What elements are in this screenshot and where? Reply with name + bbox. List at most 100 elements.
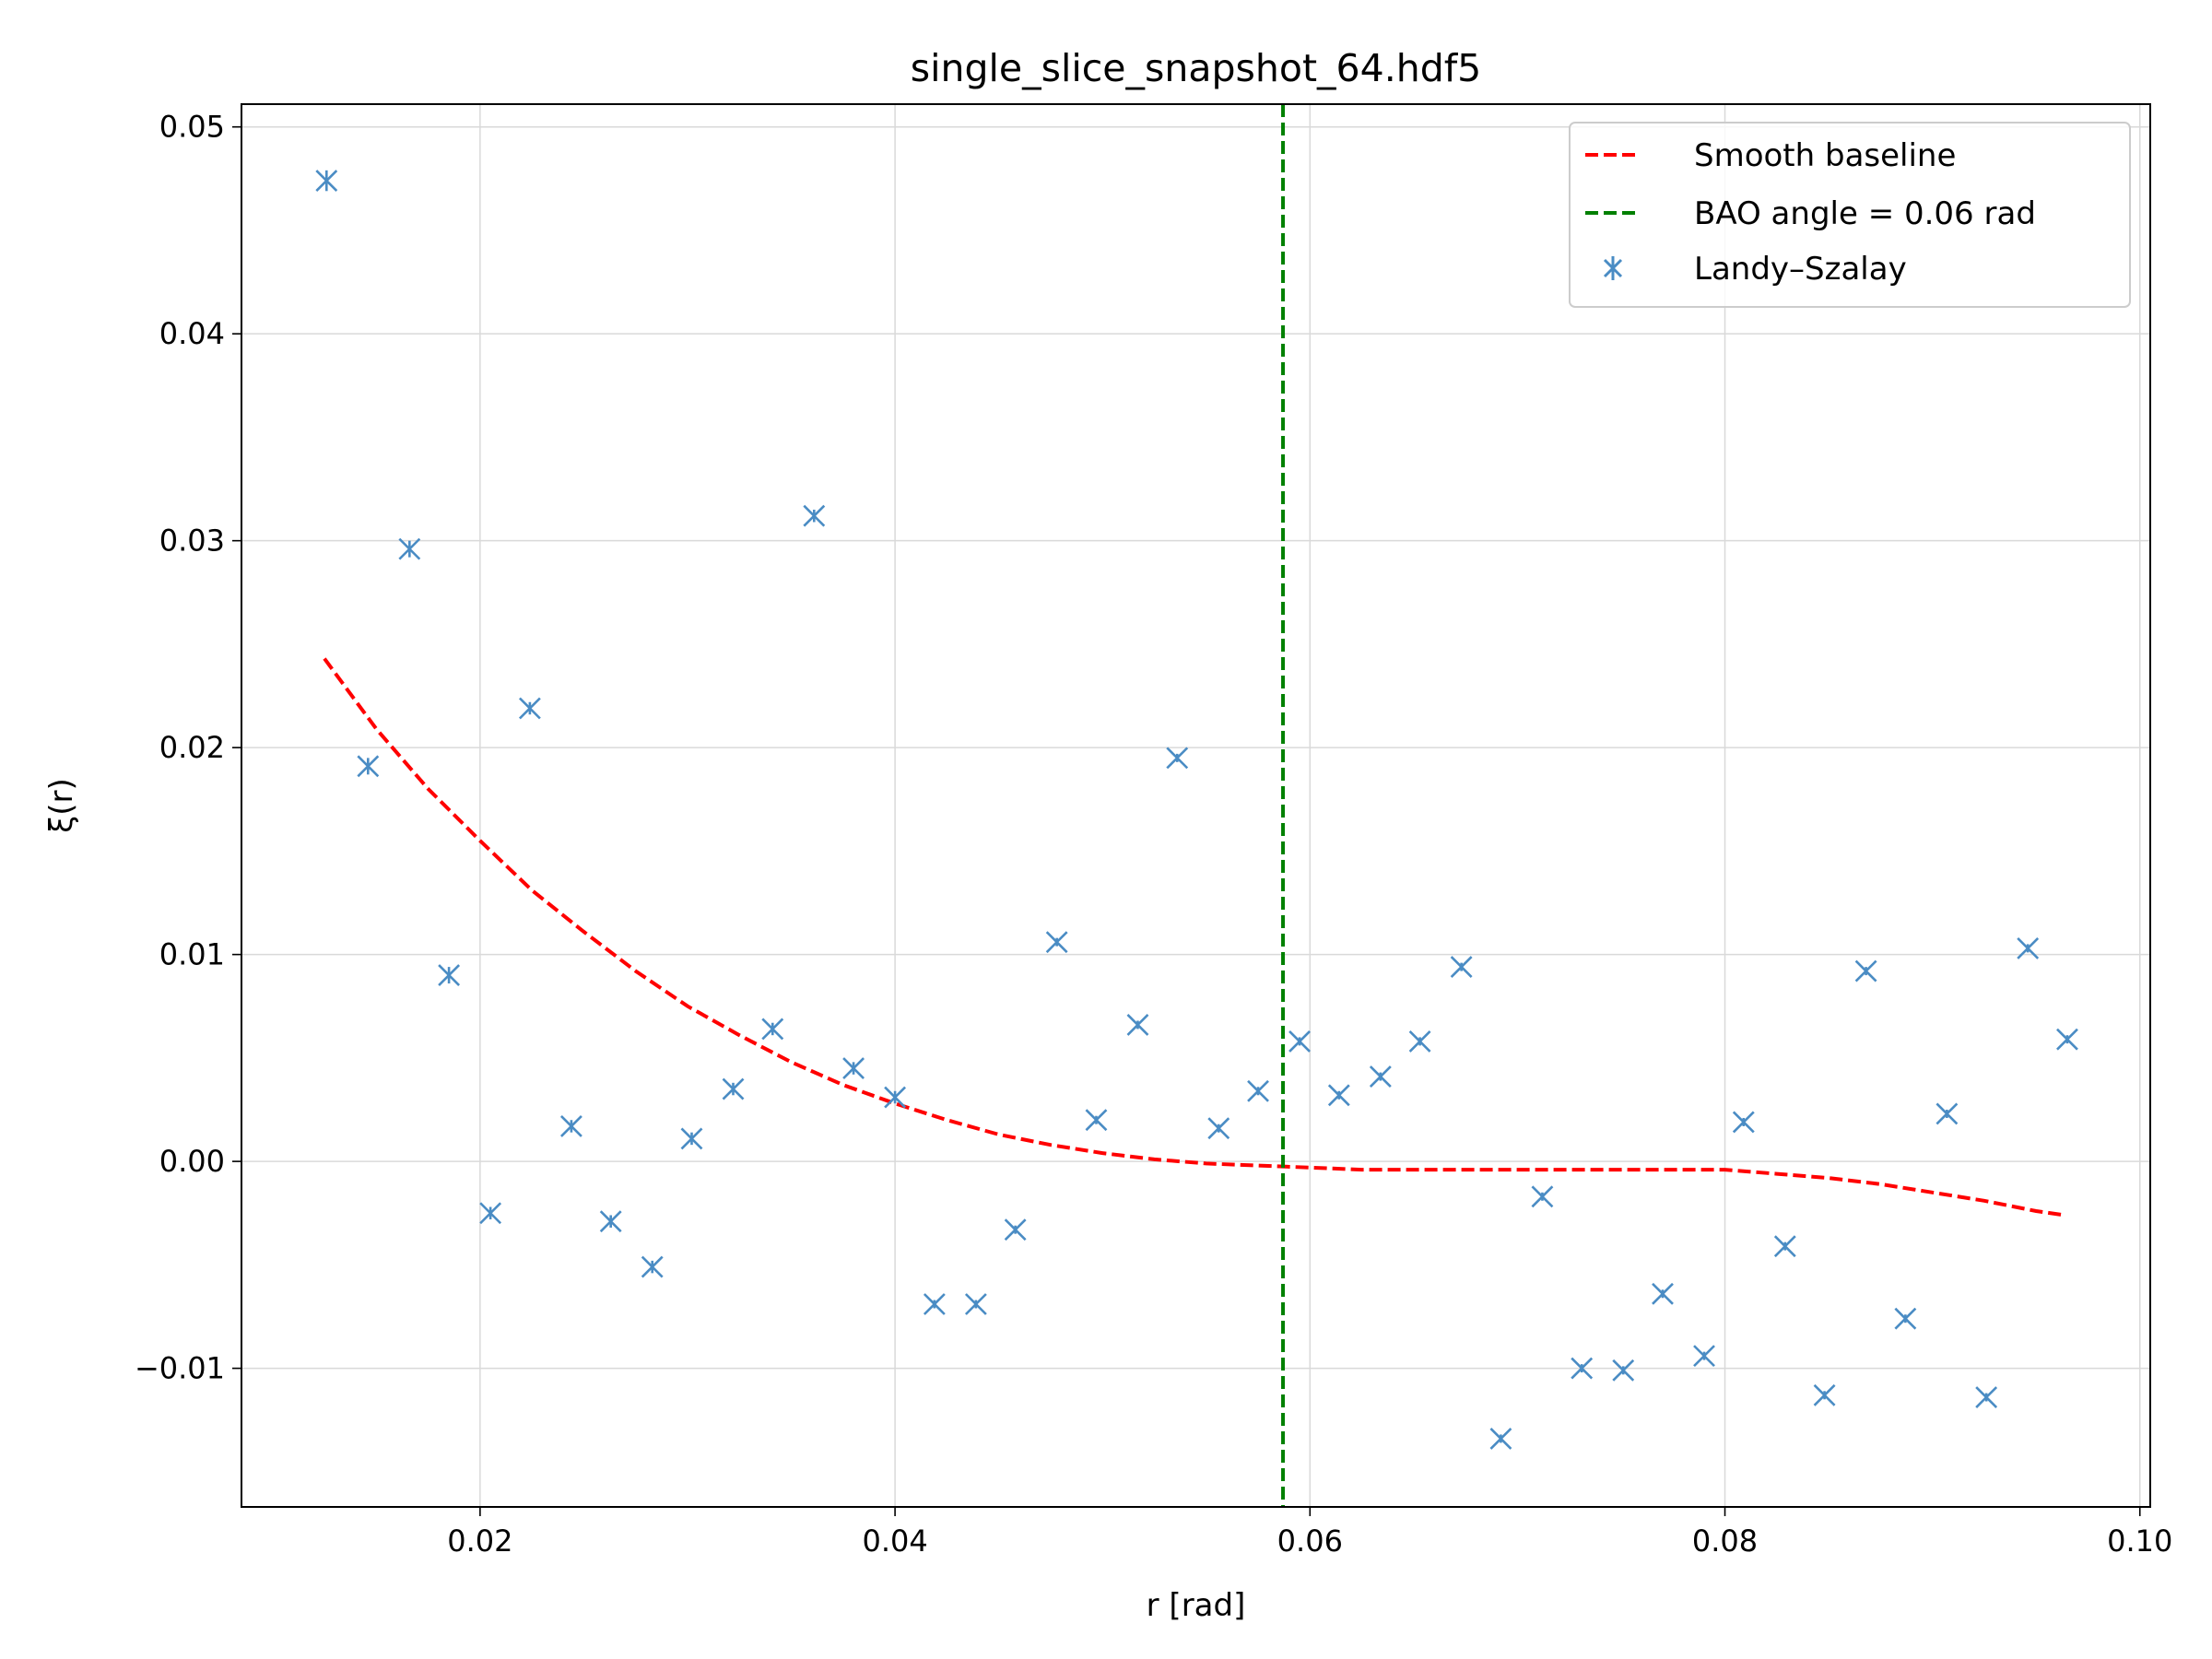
landy-szalay-marker-stroke [1652, 1282, 1674, 1305]
legend-box [1569, 122, 2131, 308]
landy-szalay-point [842, 1057, 865, 1080]
landy-szalay-point [1693, 1345, 1715, 1368]
landy-szalay-point [2017, 936, 2040, 959]
x-tick-label: 0.06 [1277, 1524, 1343, 1559]
landy-szalay-point [518, 697, 541, 720]
landy-szalay-point [1085, 1109, 1108, 1132]
grid [241, 104, 2150, 1507]
landy-szalay-marker-stroke [315, 170, 338, 192]
landy-szalay-point [398, 537, 421, 560]
landy-szalay-marker-stroke [1327, 1084, 1350, 1107]
landy-szalay-marker-stroke [357, 755, 380, 778]
landy-szalay-point [1450, 956, 1473, 979]
landy-szalay-marker-stroke [1288, 1030, 1311, 1053]
landy-szalay-marker-stroke [1085, 1109, 1108, 1132]
landy-szalay-marker-stroke [1612, 1359, 1635, 1382]
plot-area [315, 104, 2078, 1507]
landy-szalay-point [1369, 1065, 1392, 1088]
landy-szalay-point [1489, 1428, 1512, 1450]
landy-szalay-point [1531, 1185, 1554, 1208]
legend: Smooth baseline BAO angle = 0.06 rad Lan… [1569, 122, 2131, 308]
landy-szalay-marker-stroke [722, 1077, 745, 1100]
landy-szalay-marker-stroke [964, 1293, 987, 1315]
y-tick-label: 0.04 [159, 316, 225, 351]
landy-szalay-marker-stroke [1207, 1117, 1230, 1140]
landy-szalay-point [1732, 1111, 1755, 1134]
landy-szalay-marker-stroke [1693, 1345, 1715, 1368]
landy-szalay-marker-stroke [1450, 956, 1473, 979]
landy-szalay-point [803, 504, 826, 527]
landy-szalay-point [923, 1293, 946, 1315]
landy-szalay-point [560, 1115, 582, 1137]
legend-bao-label: BAO angle = 0.06 rad [1694, 195, 2036, 232]
landy-szalay-marker-stroke [761, 1018, 784, 1041]
landy-szalay-point [1288, 1030, 1311, 1053]
landy-szalay-point [761, 1018, 784, 1041]
landy-szalay-point [1854, 959, 1877, 982]
landy-szalay-marker-stroke [398, 537, 421, 560]
y-tick-label: 0.01 [159, 937, 225, 972]
landy-szalay-marker-stroke [1489, 1428, 1512, 1450]
landy-szalay-marker-stroke [560, 1115, 582, 1137]
landy-szalay-marker-stroke [479, 1202, 502, 1225]
y-tick-label: 0.03 [159, 524, 225, 559]
landy-szalay-point [964, 1293, 987, 1315]
y-axis-label: ξ(r) [43, 778, 80, 832]
landy-szalay-marker-stroke [1531, 1185, 1554, 1208]
landy-szalay-point [641, 1255, 664, 1278]
landy-szalay-point [2056, 1028, 2078, 1051]
landy-szalay-point [479, 1202, 502, 1225]
landy-szalay-marker-stroke [842, 1057, 865, 1080]
landy-szalay-marker-stroke [1936, 1102, 1959, 1125]
landy-szalay-marker-stroke [923, 1293, 946, 1315]
landy-szalay-marker-stroke [1813, 1383, 1836, 1406]
landy-szalay-point [884, 1086, 907, 1109]
x-tick-label: 0.02 [447, 1524, 512, 1559]
landy-szalay-marker-stroke [1004, 1218, 1027, 1241]
x-tick-label: 0.10 [2107, 1524, 2172, 1559]
landy-szalay-point [315, 170, 338, 192]
chart-title: single_slice_snapshot_64.hdf5 [911, 46, 1482, 90]
landy-szalay-marker-stroke [1166, 747, 1189, 770]
landy-szalay-marker-stroke [1369, 1065, 1392, 1088]
landy-szalay-point [1004, 1218, 1027, 1241]
landy-szalay-point [1408, 1030, 1431, 1053]
landy-szalay-point [1936, 1102, 1959, 1125]
landy-szalay-point [1813, 1383, 1836, 1406]
landy-szalay-point [1045, 931, 1068, 954]
landy-szalay-point [1612, 1359, 1635, 1382]
ticks: 0.02 0.04 0.06 0.08 0.10 −0.01 0.00 0.01 0.02 0.0… [135, 110, 2172, 1559]
landy-szalay-marker-stroke [1732, 1111, 1755, 1134]
landy-szalay-point [1327, 1084, 1350, 1107]
landy-szalay-point [599, 1210, 622, 1233]
series-smooth-baseline-line [323, 657, 2065, 1218]
landy-szalay-marker-stroke [1247, 1079, 1269, 1102]
landy-szalay-point [438, 964, 461, 986]
landy-szalay-point [680, 1127, 703, 1150]
landy-szalay-marker-stroke [1126, 1014, 1149, 1036]
y-tick-label: −0.01 [135, 1351, 225, 1386]
landy-szalay-point [357, 755, 380, 778]
landy-szalay-marker-stroke [1571, 1357, 1594, 1380]
legend-landy-szalay-swatch [1603, 256, 1623, 280]
landy-szalay-marker-stroke [884, 1086, 907, 1109]
landy-szalay-point [1207, 1117, 1230, 1140]
x-axis-label: r [rad] [1147, 1587, 1246, 1624]
landy-szalay-marker-stroke [641, 1255, 664, 1278]
landy-szalay-marker-stroke [2017, 936, 2040, 959]
landy-szalay-point [1571, 1357, 1594, 1380]
landy-szalay-marker-stroke [1854, 959, 1877, 982]
landy-szalay-marker-stroke [1773, 1235, 1796, 1258]
y-tick-label: 0.00 [159, 1144, 225, 1179]
landy-szalay-marker-stroke [1894, 1307, 1917, 1330]
y-tick-label: 0.05 [159, 110, 225, 145]
landy-szalay-point [1247, 1079, 1269, 1102]
landy-szalay-marker-stroke [518, 697, 541, 720]
landy-szalay-point [1894, 1307, 1917, 1330]
landy-szalay-point [1166, 747, 1189, 770]
landy-szalay-marker-stroke [803, 504, 826, 527]
x-tick-label: 0.04 [862, 1524, 927, 1559]
landy-szalay-marker-stroke [680, 1127, 703, 1150]
landy-szalay-marker-stroke [2056, 1028, 2078, 1051]
